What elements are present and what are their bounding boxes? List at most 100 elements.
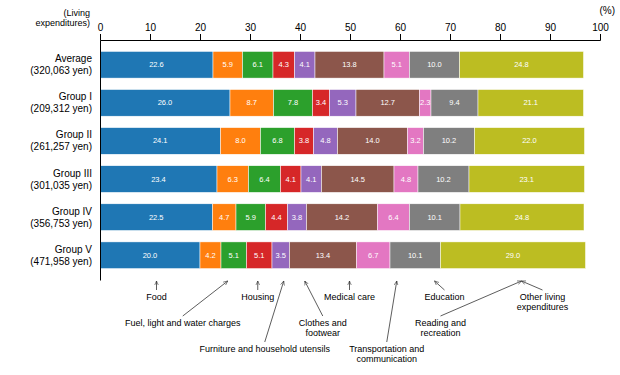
annotation-arrow <box>349 281 350 290</box>
bar <box>100 128 221 155</box>
data-label: 4.7 <box>219 213 229 222</box>
bar <box>230 90 274 117</box>
data-label: 4.1 <box>300 60 310 69</box>
annotation: Furniture and household utensils <box>199 344 330 354</box>
tick-label: Group I(209,312 yen) <box>30 91 92 114</box>
data-label: 12.7 <box>380 98 395 107</box>
y-axis: Average(320,063 yen) Group I(209,312 yen)… <box>30 41 100 281</box>
tick: Group IV(356,753 yen) <box>30 206 100 229</box>
tick: Average(320,063 yen) <box>30 53 100 76</box>
tick: 70 <box>445 22 457 40</box>
series <box>390 51 478 268</box>
bar <box>288 204 307 231</box>
bar <box>217 166 249 193</box>
annotation-arrow <box>387 281 397 342</box>
data-label: 14.2 <box>335 213 350 222</box>
tick: 80 <box>495 22 507 40</box>
data-label: 20.0 <box>143 251 158 260</box>
tick: 20 <box>195 22 207 40</box>
series <box>221 51 313 268</box>
bar <box>295 51 316 78</box>
chart: 22.626.024.123.422.520.05.98.78.06.34.74… <box>0 0 620 375</box>
tick: 60 <box>395 22 407 40</box>
tick-mark <box>350 34 351 40</box>
tick-label: Average(320,063 yen) <box>30 53 92 76</box>
tick: 0 <box>98 22 104 40</box>
bar <box>249 166 281 193</box>
data-label: 4.1 <box>306 175 316 184</box>
series <box>100 51 230 268</box>
bar <box>100 242 200 269</box>
data-label: 24.8 <box>514 60 529 69</box>
data-label: 23.4 <box>151 175 166 184</box>
data-label: 24.8 <box>515 213 530 222</box>
data-label: 8.0 <box>235 136 245 145</box>
bar <box>243 51 274 78</box>
annotation: Education <box>424 292 464 302</box>
annotation: Housing <box>241 292 274 302</box>
annotation: Fuel, light and water charges <box>125 318 241 328</box>
data-label: 24.1 <box>153 136 168 145</box>
bar <box>100 90 230 117</box>
data-label: 14.5 <box>350 175 365 184</box>
annotation-arrow <box>441 281 522 316</box>
bar <box>236 204 266 231</box>
tick-mark <box>450 34 451 40</box>
tick-label: 30 <box>245 22 257 33</box>
data-label: 5.1 <box>254 251 264 260</box>
bar <box>460 51 584 78</box>
data-label: 6.8 <box>272 136 282 145</box>
data-label: 22.0 <box>522 136 537 145</box>
tick-label: Group IV(356,753 yen) <box>30 206 92 229</box>
data-label: 10.1 <box>427 213 442 222</box>
tick-label: Group III(301,035 yen) <box>30 168 92 191</box>
data-label: 5.1 <box>392 60 402 69</box>
data-label: 21.1 <box>523 98 538 107</box>
data-label: 10.2 <box>442 136 457 145</box>
bar <box>441 242 586 269</box>
data-label: 3.2 <box>410 136 420 145</box>
bar <box>475 128 585 155</box>
bar <box>390 242 441 269</box>
tick-label: 90 <box>545 22 557 33</box>
annotation: Other livingexpenditures <box>517 292 569 312</box>
data-label: 5.3 <box>338 98 348 107</box>
data-label: 13.4 <box>316 251 331 260</box>
bar <box>221 242 247 269</box>
tick-mark <box>300 34 301 40</box>
annotation-arrow <box>156 281 157 290</box>
x-axis-label: (%) <box>599 5 615 16</box>
data-label: 6.1 <box>253 60 263 69</box>
bar <box>213 51 243 78</box>
data-label: 29.0 <box>506 251 521 260</box>
annotation: Clothes andfootwear <box>299 318 347 338</box>
tick-label: 40 <box>295 22 307 33</box>
bar <box>394 166 418 193</box>
tick-label: 100 <box>592 22 609 33</box>
bar <box>469 166 585 193</box>
data-label: 22.6 <box>149 60 164 69</box>
tick: 90 <box>545 22 557 40</box>
bar <box>266 204 288 231</box>
axis-line <box>100 41 101 281</box>
tick-mark <box>550 34 551 40</box>
data-label: 6.7 <box>368 251 378 260</box>
bar <box>314 128 338 155</box>
bar <box>410 51 460 78</box>
bar <box>281 166 302 193</box>
data-label: 13.8 <box>342 60 357 69</box>
data-label: 4.3 <box>279 60 289 69</box>
tick-label: 10 <box>145 22 157 33</box>
bar <box>100 204 213 231</box>
bar <box>338 128 408 155</box>
tick: Group III(301,035 yen) <box>30 168 100 191</box>
bar <box>221 128 261 155</box>
bar <box>330 90 357 117</box>
data-label: 3.8 <box>292 213 302 222</box>
data-label: 5.9 <box>246 213 256 222</box>
tick: Group V(471,958 yen) <box>30 244 100 267</box>
data-label: 10.0 <box>427 60 442 69</box>
bar <box>100 166 217 193</box>
bar <box>213 204 237 231</box>
data-label: 4.8 <box>320 136 330 145</box>
